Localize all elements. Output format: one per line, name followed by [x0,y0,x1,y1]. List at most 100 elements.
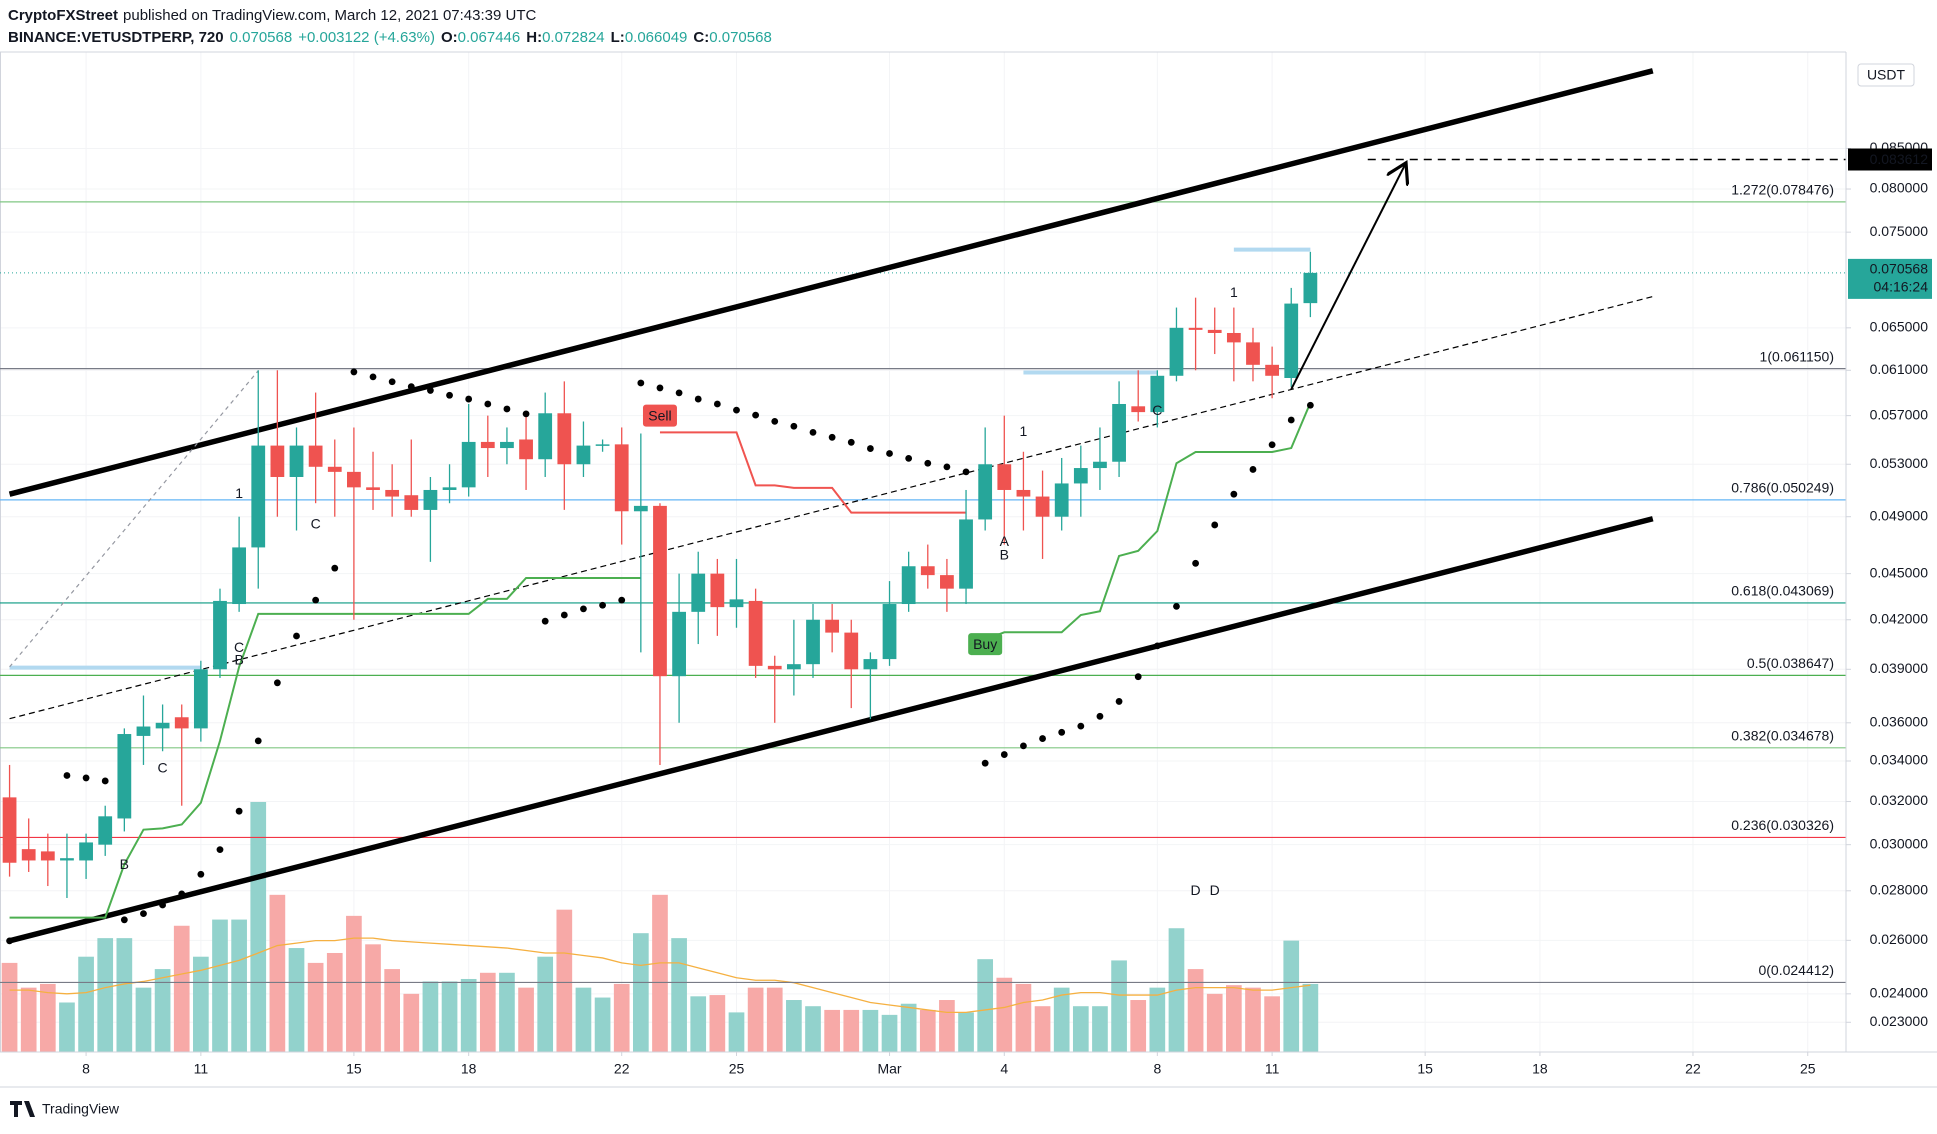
sar-dot [350,368,358,376]
volume-bar [1130,1000,1147,1052]
candle-body [519,439,533,460]
candle-body [213,600,227,670]
volume-bar [862,1009,879,1052]
y-tick-label: 0.032000 [1870,792,1929,808]
ohlc-label: O: [441,29,458,46]
ohlc-value: 0.067446 [458,29,521,46]
volume-bar [403,993,420,1052]
y-tick-label: 0.061000 [1870,361,1929,377]
volume-bar [422,981,439,1052]
y-tick-label: 0.049000 [1870,507,1929,523]
candle-body [347,471,361,488]
supertrend-line [659,431,967,514]
sar-dot [847,438,855,446]
sar-dot [1287,416,1295,424]
volume-bar [97,938,114,1052]
volume-bar [135,987,152,1052]
sar-dot [101,777,109,785]
candle-body [1112,403,1126,462]
candle-body [710,573,725,608]
sar-dot [771,417,779,425]
candle-body [155,722,170,729]
publisher: CryptoFXStreet [8,7,118,24]
volume-bar [116,938,133,1052]
sar-dot [446,391,453,399]
target-price-box [1848,148,1932,171]
sar-dot [656,384,664,392]
candle-body [959,519,973,589]
candle-body [729,599,744,608]
y-tick-label: 0.023000 [1870,1013,1929,1029]
candle-body [461,441,476,488]
volume-bar [900,1003,917,1052]
volume-bar [575,987,592,1052]
sar-dot [407,383,415,391]
sar-dot [962,468,970,476]
volume-bar [250,802,267,1052]
header-line: CryptoFXStreet published on TradingView.c… [8,7,537,24]
sar-dot [886,450,893,457]
volume-bar [1,962,18,1052]
volume-bar [78,956,94,1052]
currency-label: USDT [1867,67,1906,83]
td-marker: 1 [235,485,243,501]
sar-dot [541,617,549,625]
volume-bar [346,915,362,1052]
candle-body [193,669,208,729]
candle-body [60,858,74,861]
candle-body [1093,461,1107,469]
sar-dot [694,395,702,403]
td-marker: B [1000,547,1009,563]
sar-dot [866,445,874,452]
fib-label: 1(0.061150) [1760,348,1834,364]
signal-box [642,404,677,427]
volume-bar [231,919,247,1052]
sar-dot [560,611,568,619]
fib-label: 0.382(0.034678) [1731,728,1834,744]
volume-bar [193,956,209,1052]
volume-bar [1072,1006,1089,1052]
candle-body [40,851,55,861]
candle-body [844,632,859,670]
volume-bar [996,977,1013,1052]
candle-body [480,441,495,449]
x-tick-label: 8 [82,1061,90,1077]
y-tick-label: 0.026000 [1870,931,1929,947]
sar-dot [1115,698,1123,705]
td-marker: 1 [1020,423,1028,439]
y-tick-label: 0.065000 [1870,319,1929,335]
sar-dot [1173,602,1180,610]
x-tick-label: 18 [1532,1061,1548,1077]
volume-bar [1053,987,1070,1052]
sar-dot [6,937,13,945]
supertrend-line [9,402,1312,919]
volume-bar [939,1000,955,1052]
volume-bar [977,959,994,1052]
last-price-label: 0.070568 [1870,261,1929,277]
sar-dot [1249,466,1257,473]
candle-body [1284,303,1299,378]
sar-dot [427,387,434,394]
td-marker: B [234,651,243,667]
sar-dot [503,405,511,413]
td-marker: 1 [1230,284,1238,300]
y-tick-label: 0.034000 [1870,752,1929,768]
volume-bar [326,952,343,1052]
sar-dot [809,428,817,436]
candle-body [538,413,553,460]
sar-dot [1192,559,1199,567]
candle-body [825,619,840,633]
sar-dot [1039,735,1046,742]
td-marker: C [158,760,168,776]
x-tick-label: 18 [461,1061,477,1077]
volume-bar [173,925,190,1052]
x-tick-label: 11 [194,1061,209,1077]
fib-label: 0.236(0.030326) [1731,817,1834,833]
brand: TradingView [42,1101,120,1117]
volume-bar [1092,1006,1108,1052]
volume-bar [288,948,305,1052]
sar-dot [140,910,147,918]
x-tick-label: 4 [1000,1061,1008,1077]
